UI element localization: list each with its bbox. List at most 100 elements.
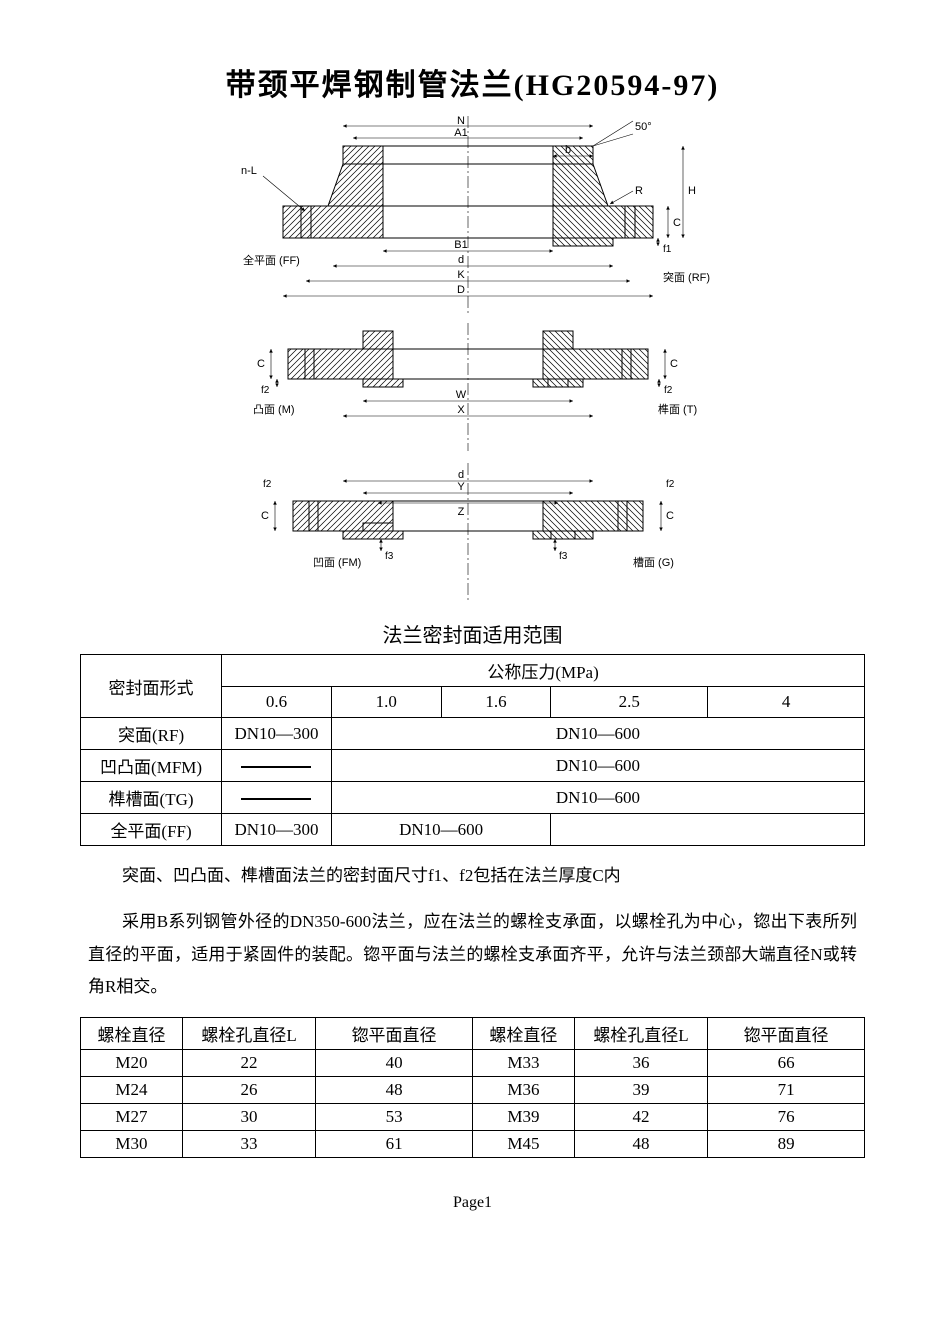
cell [222,750,332,782]
bolt-header: 螺栓直径 [472,1018,574,1050]
label-X: X [457,404,465,416]
cell: DN10—600 [331,782,864,814]
seal-name: 榫槽面(TG) [81,782,222,814]
label-R: R [635,185,643,197]
label-f2-l: f2 [261,385,270,396]
cell: 89 [708,1131,865,1158]
label-d-top: d [457,254,463,266]
label-N: N [457,116,465,127]
table1-caption: 法兰密封面适用范围 [80,619,865,648]
label-f3-l: f3 [385,551,394,562]
label-B1: B1 [454,239,467,251]
label-f3-r: f3 [559,551,568,562]
cell: M20 [81,1050,183,1077]
label-f1: f1 [663,244,672,255]
seal-name: 全平面(FF) [81,814,222,846]
bolt-header: 螺栓孔直径L [182,1018,315,1050]
page-title: 带颈平焊钢制管法兰(HG20594-97) [80,60,865,104]
pressure-col: 1.0 [331,687,441,718]
label-C-mid-r: C [670,358,678,370]
note-1: 突面、凹凸面、榫槽面法兰的密封面尺寸f1、f2包括在法兰厚度C内 [88,860,857,892]
cell: 66 [708,1050,865,1077]
flange-diagram: 50° N A1 b n-L R H [213,116,733,611]
table-row: 全平面(FF) DN10—300 DN10—600 [81,814,865,846]
cell [551,814,865,846]
table-row: M27 30 53 M39 42 76 [81,1104,865,1131]
bolt-header: 锪平面直径 [316,1018,473,1050]
sealing-face-table: 密封面形式 公称压力(MPa) 0.6 1.0 1.6 2.5 4 突面(RF)… [80,654,865,846]
header-pressure: 公称压力(MPa) [222,655,865,687]
pressure-col: 4 [708,687,865,718]
label-W: W [455,389,466,401]
diagram-top-section: 50° N A1 b n-L R H [241,116,710,316]
label-A1: A1 [454,127,467,139]
label-d-bot: d [457,469,463,481]
table-row: M20 22 40 M33 36 66 [81,1050,865,1077]
label-C-mid-l: C [257,358,265,370]
label-D: D [457,284,465,296]
cell: M27 [81,1104,183,1131]
document-page: 带颈平焊钢制管法兰(HG20594-97) [0,0,945,1338]
cell: M30 [81,1131,183,1158]
cell: 48 [574,1131,707,1158]
cell: M33 [472,1050,574,1077]
cell: DN10—600 [331,814,551,846]
cell: 61 [316,1131,473,1158]
cell: 30 [182,1104,315,1131]
cell: 42 [574,1104,707,1131]
label-t: 榫面 (T) [658,402,697,416]
cell: 71 [708,1077,865,1104]
cell: 48 [316,1077,473,1104]
pressure-col: 0.6 [222,687,332,718]
label-angle: 50° [635,121,652,133]
label-rf: 突面 (RF) [663,270,710,284]
cell: DN10—600 [331,750,864,782]
table-row: M30 33 61 M45 48 89 [81,1131,865,1158]
label-Z: Z [457,506,464,518]
cell: 76 [708,1104,865,1131]
seal-name: 凹凸面(MFM) [81,750,222,782]
label-Y: Y [457,481,465,493]
bolt-header: 螺栓孔直径L [574,1018,707,1050]
bolt-header: 螺栓直径 [81,1018,183,1050]
cell: 26 [182,1077,315,1104]
cell: M45 [472,1131,574,1158]
table-row: 突面(RF) DN10—300 DN10—600 [81,718,865,750]
label-f2-bl: f2 [263,479,272,490]
cell: DN10—300 [222,718,332,750]
label-C-bot-r: C [666,510,674,522]
dash-icon [241,798,311,800]
label-fm: 凹面 (FM) [313,557,361,569]
cell: M39 [472,1104,574,1131]
label-g: 槽面 (G) [633,556,674,569]
label-C-bot-l: C [261,510,269,522]
table-row: M24 26 48 M36 39 71 [81,1077,865,1104]
pressure-col: 1.6 [441,687,551,718]
cell: M24 [81,1077,183,1104]
pressure-col: 2.5 [551,687,708,718]
seal-name: 突面(RF) [81,718,222,750]
cell: 53 [316,1104,473,1131]
diagram-bottom-section: d Y Z C C f2 f2 f3 f3 凹面 (FM [261,463,675,601]
cell: 36 [574,1050,707,1077]
cell [222,782,332,814]
label-m: 凸面 (M) [253,404,295,416]
table-row: 密封面形式 公称压力(MPa) [81,655,865,687]
cell: DN10—600 [331,718,864,750]
diagram-mid-section: C C f2 f2 W X 凸面 (M) 榫面 (T) [253,323,697,451]
label-K: K [457,269,465,281]
cell: DN10—300 [222,814,332,846]
table-row: 凹凸面(MFM) DN10—600 [81,750,865,782]
cell: M36 [472,1077,574,1104]
dash-icon [241,766,311,768]
table-row: 螺栓直径 螺栓孔直径L 锪平面直径 螺栓直径 螺栓孔直径L 锪平面直径 [81,1018,865,1050]
bolt-table: 螺栓直径 螺栓孔直径L 锪平面直径 螺栓直径 螺栓孔直径L 锪平面直径 M20 … [80,1017,865,1158]
cell: 33 [182,1131,315,1158]
label-f2-br: f2 [666,479,675,490]
page-number: Page1 [80,1194,865,1212]
cell: 40 [316,1050,473,1077]
bolt-header: 锪平面直径 [708,1018,865,1050]
cell: 39 [574,1077,707,1104]
label-f2-r: f2 [664,385,673,396]
label-C-top: C [673,217,681,229]
